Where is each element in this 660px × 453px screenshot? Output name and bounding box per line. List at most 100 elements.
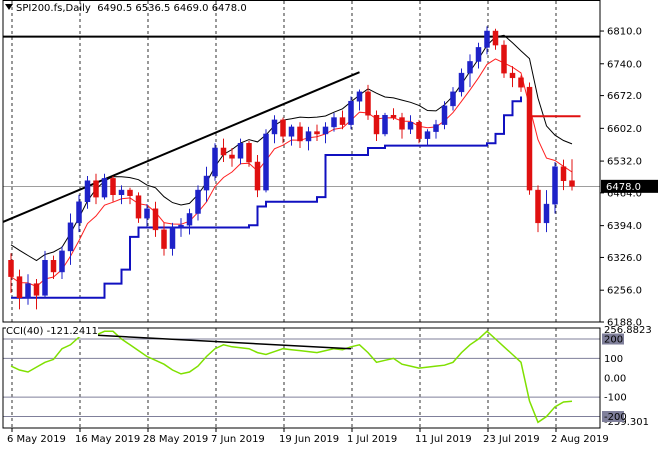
cci-min-label: -259.301: [604, 417, 649, 428]
candle-body: [399, 117, 405, 130]
candle-body: [382, 114, 388, 135]
candle-body: [110, 178, 116, 196]
candle-body: [101, 178, 108, 198]
uptrend-line: [2, 71, 360, 223]
candle-body: [450, 91, 456, 107]
y-tick-label: 6672.0: [607, 91, 642, 102]
x-tick-label: 19 Jun 2019: [279, 434, 339, 445]
candle-body: [203, 175, 210, 191]
candle-body: [220, 147, 227, 156]
candle-body: [560, 166, 567, 181]
cci-level-box: [602, 411, 624, 423]
x-tick-label: 6 May 2019: [7, 434, 66, 445]
x-tick-label: 7 Jun 2019: [211, 434, 265, 445]
y-tick-label: 6256.0: [607, 286, 642, 297]
candle-body: [135, 195, 142, 219]
triangle-down-icon: [5, 4, 13, 10]
candle-body: [84, 180, 91, 203]
current-price-label: 6478.0: [606, 182, 641, 193]
candle-body: [467, 61, 473, 74]
candle-body: [518, 77, 524, 88]
candle-body: [535, 189, 541, 224]
candle-body: [458, 72, 465, 93]
cci-level-box: [602, 333, 624, 345]
candle-body: [339, 117, 346, 125]
candle-body: [280, 119, 286, 137]
candle-body: [390, 114, 397, 118]
candle-body: [373, 114, 380, 135]
candle-body: [416, 122, 422, 139]
candle-body: [305, 131, 312, 142]
candle-body: [365, 91, 371, 116]
candle-body: [475, 47, 482, 62]
cci-label: CCI(40) -121.2411: [6, 326, 98, 337]
candle-body: [8, 260, 14, 277]
candle-body: [348, 100, 354, 125]
cci-line: [10, 330, 573, 424]
cci-max-label: 256.8823: [604, 325, 652, 336]
candle-body: [42, 260, 48, 296]
period-label: Daily: [65, 3, 91, 14]
symbol-label: SPI200.fs: [16, 3, 63, 14]
candle-body: [178, 224, 184, 228]
candle-body: [322, 126, 329, 135]
candle-body: [331, 117, 337, 128]
cci-tick-label: -200: [604, 412, 627, 423]
y-tick-label: 6326.0: [607, 253, 642, 264]
cci-tick-label: 0.00: [604, 373, 626, 384]
candle-body: [492, 30, 499, 46]
candle-body: [195, 189, 201, 214]
y-tick-label: 6188.0: [607, 318, 642, 329]
candle-body: [424, 131, 431, 139]
chart-title: SPI200.fs,Daily 6490.5 6536.5 6469.0 647…: [5, 3, 247, 14]
x-tick-label: 28 May 2019: [143, 434, 208, 445]
candle-body: [50, 260, 57, 273]
candle-body: [186, 213, 193, 226]
candle-body: [229, 154, 235, 159]
candle-body: [271, 119, 278, 135]
current-price-box: [601, 179, 658, 193]
candle-body: [288, 126, 295, 137]
candle-body: [356, 91, 363, 102]
y-tick-label: 6602.0: [607, 124, 642, 135]
cci-tick-label: -100: [604, 393, 627, 404]
candle-body: [152, 208, 159, 231]
candle-body: [212, 147, 218, 177]
candle-body: [25, 283, 31, 298]
y-tick-label: 6464.0: [607, 188, 642, 199]
candle-body: [526, 86, 533, 191]
candle-body: [441, 105, 448, 125]
candle-body: [76, 201, 82, 224]
y-tick-label: 6810.0: [607, 27, 642, 38]
candle-body: [263, 133, 269, 191]
candle-body: [161, 229, 167, 249]
candle-body: [501, 44, 507, 74]
x-tick-label: 2 Aug 2019: [551, 434, 609, 445]
candle-body: [144, 208, 150, 219]
candle-body: [93, 180, 99, 198]
y-tick-label: 6394.0: [607, 221, 642, 232]
cci-panel-frame: [2, 327, 601, 429]
candle-body: [569, 180, 575, 187]
x-tick-label: 16 May 2019: [75, 434, 140, 445]
candle-body: [407, 122, 414, 130]
x-tick-label: 11 Jul 2019: [415, 434, 472, 445]
candle-body: [127, 189, 133, 196]
candle-body: [67, 222, 74, 252]
candle-body: [543, 203, 550, 224]
candle-body: [552, 166, 558, 205]
price-panel-frame: [2, 0, 601, 323]
cci-tick-label: 200: [604, 335, 623, 346]
candle-body: [118, 189, 125, 196]
cci-tick-label: 100: [604, 354, 623, 365]
candle-body: [16, 276, 23, 298]
candle-body: [433, 124, 439, 132]
candle-body: [246, 143, 252, 163]
y-tick-label: 6532.0: [607, 157, 642, 168]
x-tick-label: 1 Jul 2019: [347, 434, 397, 445]
candle-body: [33, 283, 40, 296]
candle-body: [169, 227, 176, 249]
candle-body: [237, 143, 244, 159]
candle-body: [484, 30, 490, 48]
